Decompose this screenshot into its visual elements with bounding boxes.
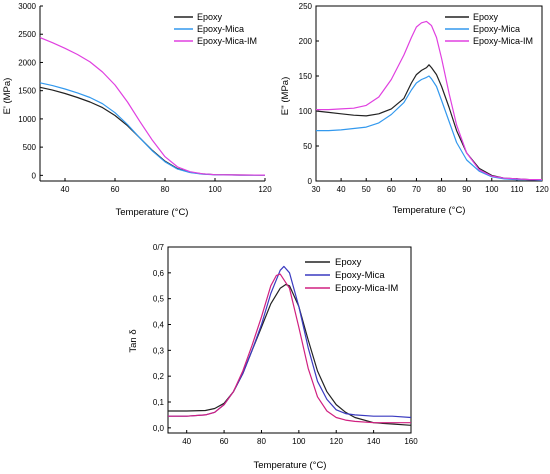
x-tick-label: 60: [111, 185, 120, 194]
x-tick-label: 80: [161, 185, 170, 194]
legend-label-epoxy: Epoxy: [473, 12, 499, 22]
y-tick-label: 2500: [18, 30, 36, 39]
x-tick-label: 60: [220, 437, 229, 446]
series-line-epoxy-mica: [316, 75, 543, 181]
x-tick-label: 100: [485, 185, 499, 194]
series-lines: [315, 20, 543, 181]
y-ticks: 0 500 1000 1500 2000 2500 3000: [18, 2, 43, 180]
x-axis-label: Temperature (°C): [116, 207, 189, 218]
y-tick-label: 500: [23, 143, 37, 152]
x-tick-label: 40: [182, 437, 191, 446]
y-tick-label: 250: [299, 2, 313, 11]
y-tick-label: 0,0: [153, 424, 165, 433]
y-tick-label: 0: [32, 171, 37, 180]
x-axis-label: Temperature (°C): [393, 205, 466, 216]
y-axis-label: E' (MPa): [2, 78, 13, 115]
y-tick-label: 0: [308, 177, 313, 186]
legend: Epoxy Epoxy-Mica Epoxy-Mica-IM: [305, 257, 398, 294]
legend: Epoxy Epoxy-Mica Epoxy-Mica-IM: [174, 12, 257, 46]
series-lines: [39, 37, 266, 176]
series-line-epoxy: [39, 86, 266, 176]
y-tick-label: 0,6: [153, 269, 165, 278]
y-axis-label: E'' (MPa): [280, 77, 291, 115]
legend-label-epoxy: Epoxy: [335, 257, 362, 268]
series-line-epoxy-mica-im: [39, 37, 266, 176]
x-tick-label: 100: [292, 437, 306, 446]
series-line-epoxy: [315, 64, 543, 181]
storage-modulus-chart: 40 60 80 100 120 0 500 1000 1500 2000 2500 3000 Te…: [2, 2, 272, 218]
x-tick-label: 40: [61, 185, 70, 194]
series-lines: [168, 265, 412, 426]
legend-label-epoxy-mica-im: Epoxy-Mica-IM: [197, 36, 257, 46]
y-ticks: 0,0 0,1 0,2 0,3 0,4 0,5 0,6 0/7: [153, 243, 171, 433]
y-axis-label: Tan δ: [128, 329, 139, 352]
y-tick-label: 3000: [18, 2, 36, 11]
y-ticks: 0 50 100 150 200 250: [299, 2, 319, 186]
y-tick-label: 1000: [18, 115, 36, 124]
series-line-epoxy-mica-im: [168, 273, 411, 424]
y-tick-label: 100: [299, 107, 313, 116]
x-tick-label: 100: [208, 185, 222, 194]
legend-label-epoxy-mica-im: Epoxy-Mica-IM: [335, 283, 398, 294]
x-tick-label: 30: [312, 185, 321, 194]
series-line-epoxy-mica-im: [316, 20, 542, 181]
x-axis-label: Temperature (°C): [254, 460, 327, 471]
legend-label-epoxy-mica: Epoxy-Mica: [335, 270, 385, 281]
x-tick-label: 120: [330, 437, 344, 446]
y-tick-label: 0,1: [153, 398, 165, 407]
legend-label-epoxy-mica-im: Epoxy-Mica-IM: [473, 36, 533, 46]
loss-modulus-chart: 30 40 50 60 70 80 90 100 110 120 050100150200250 …: [280, 2, 549, 216]
y-tick-label: 0/7: [153, 243, 165, 252]
legend: Epoxy Epoxy-Mica Epoxy-Mica-IM: [445, 12, 533, 46]
legend-label-epoxy-mica: Epoxy-Mica: [197, 24, 244, 34]
x-ticks: 40 60 80 100 120 140 160: [182, 430, 418, 446]
series-line-epoxy: [168, 283, 412, 426]
y-tick-label: 150: [299, 72, 313, 81]
x-tick-label: 120: [535, 185, 549, 194]
plot-frame: [167, 246, 412, 434]
legend-label-epoxy-mica: Epoxy-Mica: [473, 24, 520, 34]
y-tick-label: 50: [303, 142, 312, 151]
y-tick-label: 200: [299, 37, 313, 46]
x-tick-label: 70: [412, 185, 421, 194]
x-ticks: 30 40 50 60 70 80 90 100 110 120: [312, 178, 549, 194]
y-tick-label: 0,2: [153, 372, 165, 381]
legend-label-epoxy: Epoxy: [197, 12, 223, 22]
y-tick-label: 0,5: [153, 295, 165, 304]
x-tick-label: 160: [404, 437, 418, 446]
x-tick-label: 50: [362, 185, 371, 194]
x-ticks: 40 60 80 100 120: [61, 178, 272, 194]
x-tick-label: 80: [437, 185, 446, 194]
x-tick-label: 120: [258, 185, 272, 194]
x-tick-label: 90: [462, 185, 471, 194]
y-tick-label: 0,4: [153, 321, 165, 330]
x-tick-label: 80: [257, 437, 266, 446]
x-tick-label: 40: [337, 185, 346, 194]
x-tick-label: 140: [367, 437, 381, 446]
y-tick-label: 1500: [18, 87, 36, 96]
x-tick-label: 110: [511, 185, 524, 194]
x-tick-label: 60: [387, 185, 396, 194]
plot-frame: [315, 5, 543, 182]
tan-delta-chart: 40 60 80 100 120 140 160 0,0 0,1 0,2 0,3 0,4 0,5 0,6…: [128, 243, 418, 471]
y-tick-label: 0,3: [153, 346, 165, 355]
y-tick-label: 2000: [18, 58, 36, 67]
